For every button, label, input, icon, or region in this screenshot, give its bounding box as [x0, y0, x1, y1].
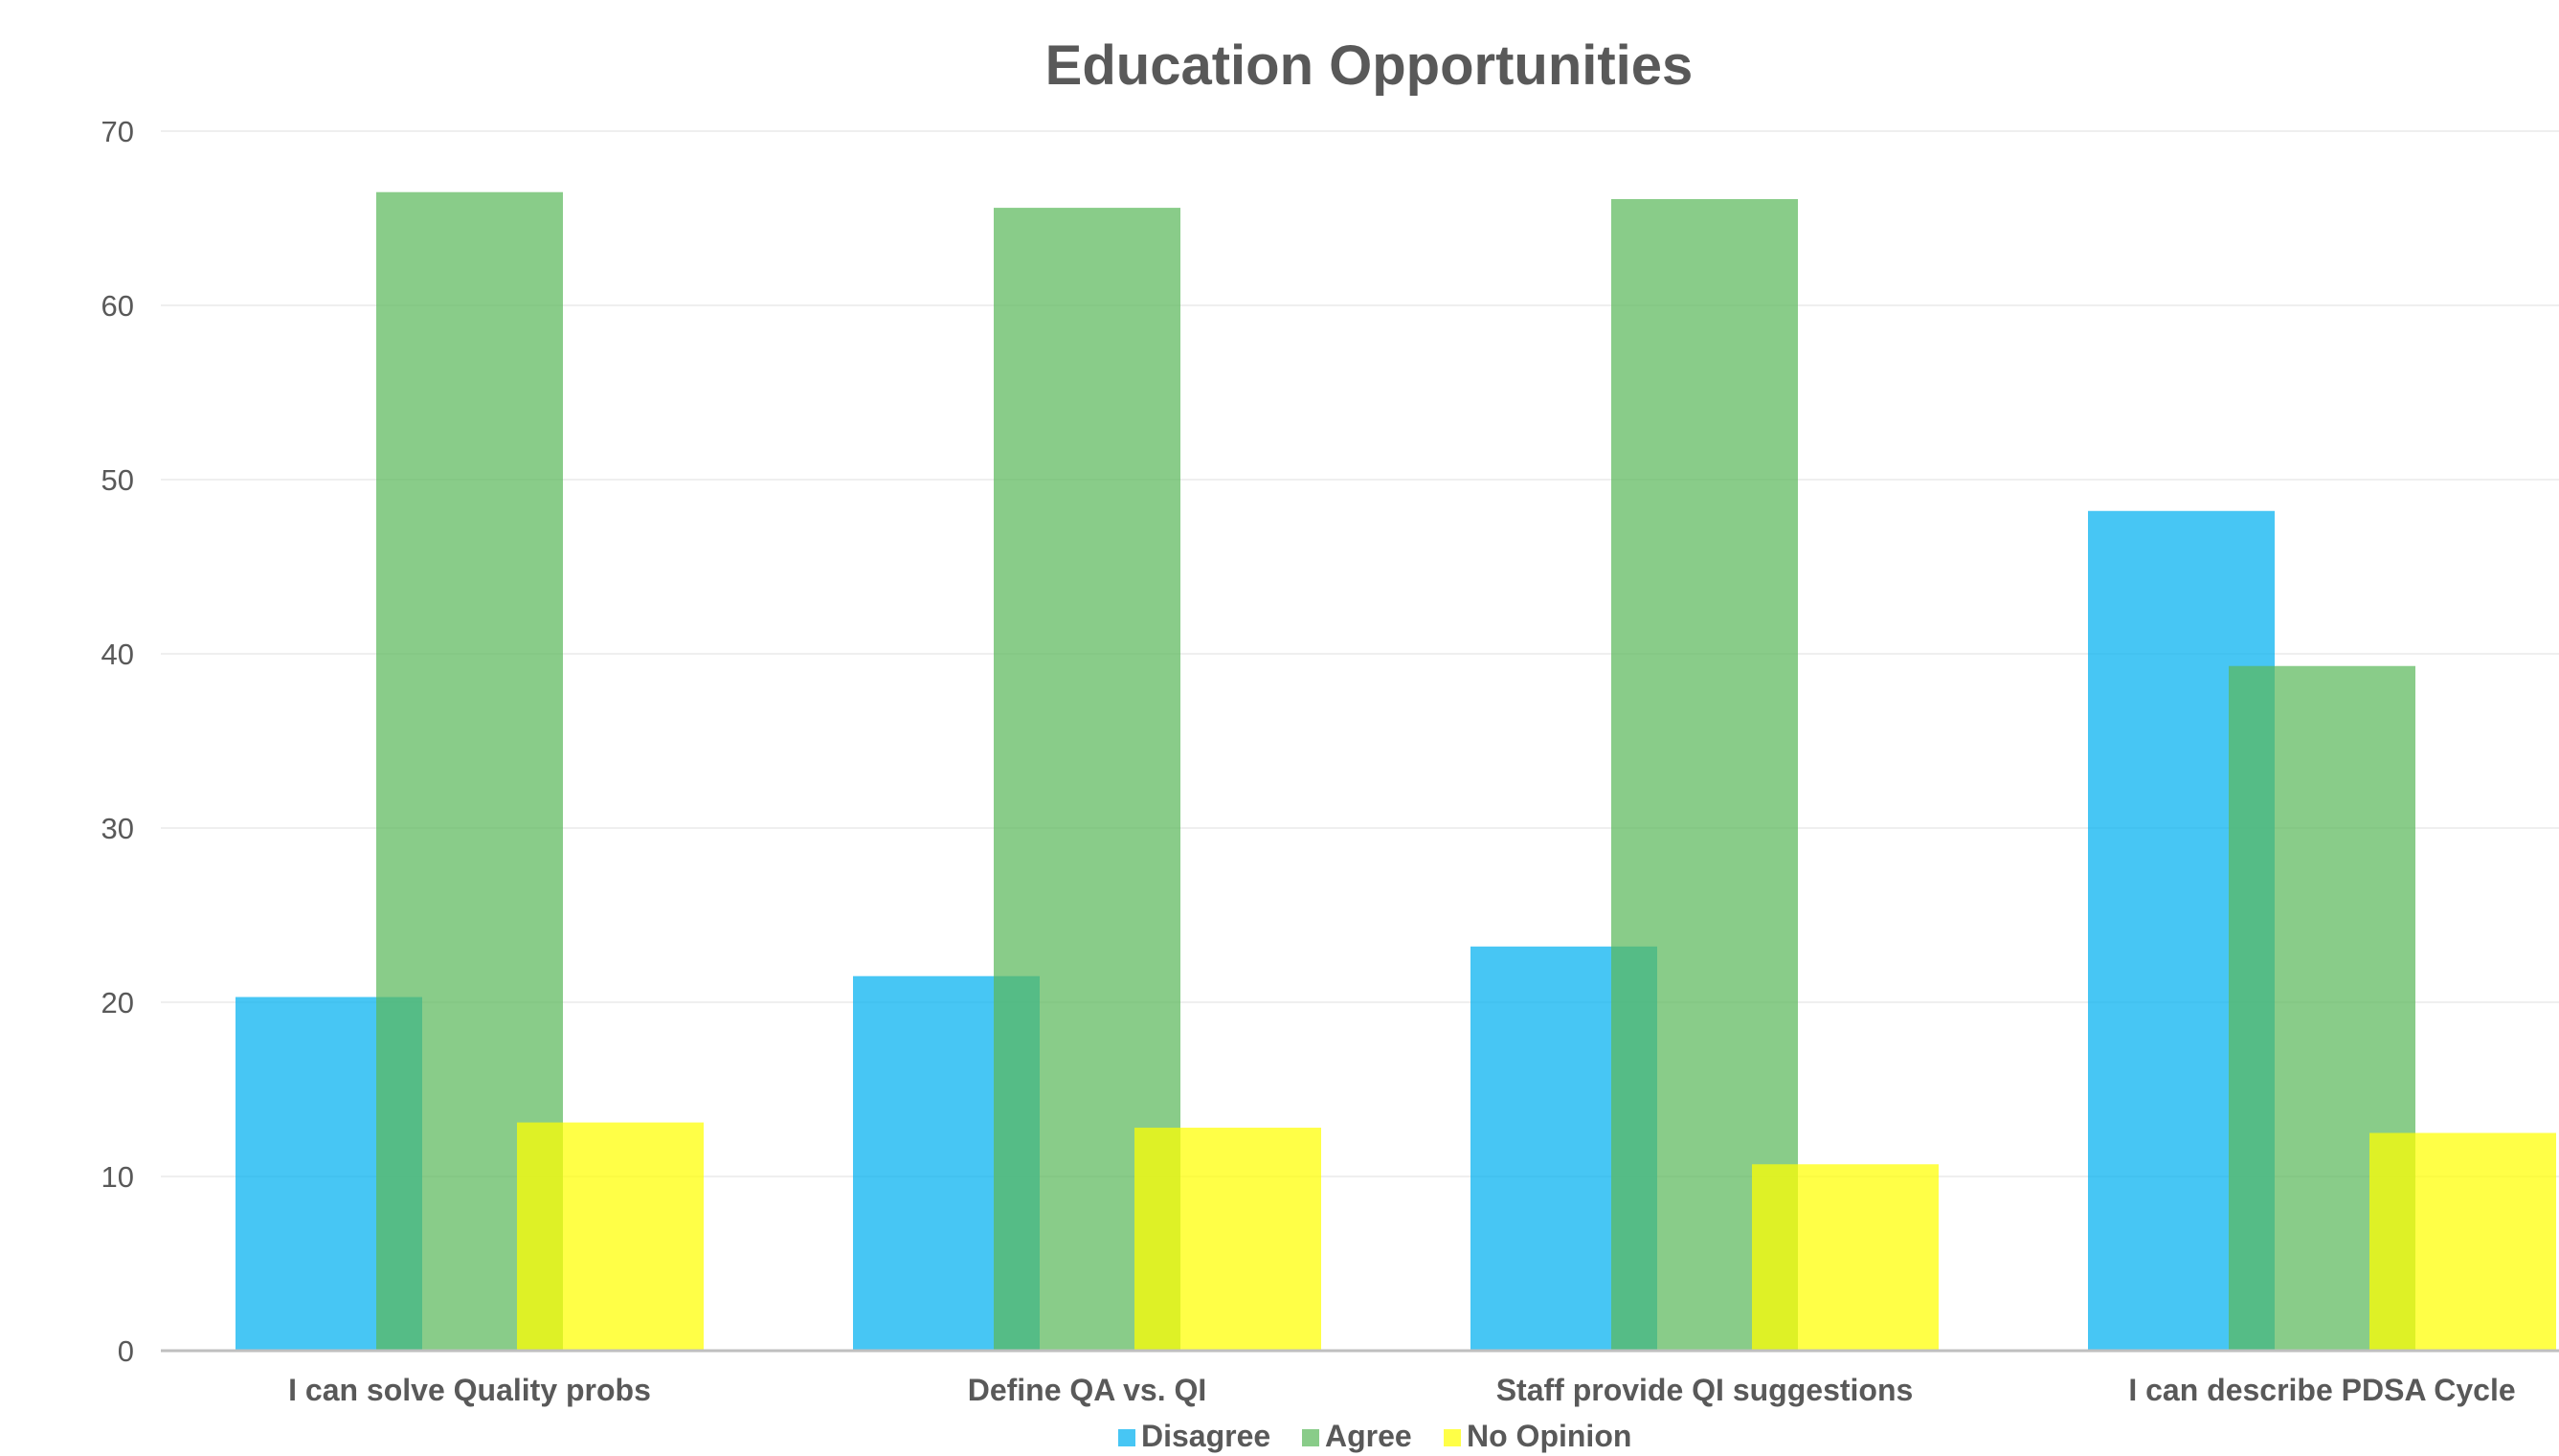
bar-no-opinion-1: [517, 1122, 704, 1351]
bar-no-opinion-2: [1134, 1128, 1321, 1351]
y-tick-label: 0: [118, 1334, 134, 1368]
category-label: I can describe PDSA Cycle: [2128, 1373, 2515, 1407]
bars: [236, 191, 2556, 1352]
legend-label: No Opinion: [1467, 1419, 1631, 1453]
legend: Disagree Agree No Opinion: [1118, 1419, 1631, 1453]
legend-swatch: [1118, 1429, 1135, 1446]
legend-label: Disagree: [1141, 1419, 1270, 1453]
chart-title: Education Opportunities: [1045, 34, 1694, 97]
bar-agree-3: [1611, 198, 1798, 1352]
category-label: Staff provide QI suggestions: [1496, 1373, 1914, 1407]
legend-label: Agree: [1325, 1419, 1412, 1453]
y-tick-label: 50: [101, 463, 134, 497]
bar-no-opinion-4: [2369, 1132, 2556, 1351]
y-tick-label: 20: [101, 986, 134, 1019]
legend-item-agree: Agree: [1302, 1419, 1412, 1453]
y-axis-tick-labels: 0 10 20 30 40 50 60 70: [101, 115, 134, 1368]
legend-item-no-opinion: No Opinion: [1444, 1419, 1631, 1453]
legend-swatch: [1444, 1429, 1461, 1446]
legend-item-disagree: Disagree: [1118, 1419, 1270, 1453]
y-tick-label: 10: [101, 1160, 134, 1194]
x-axis-category-labels: I can solve Quality probs Define QA vs. Q…: [288, 1373, 2516, 1407]
y-tick-label: 60: [101, 289, 134, 323]
y-tick-label: 70: [101, 115, 134, 148]
bar-no-opinion-3: [1752, 1164, 1939, 1351]
category-label: Define QA vs. QI: [968, 1373, 1207, 1407]
legend-swatch: [1302, 1429, 1319, 1446]
y-tick-label: 40: [101, 638, 134, 671]
y-tick-label: 30: [101, 812, 134, 845]
category-label: I can solve Quality probs: [288, 1373, 651, 1407]
